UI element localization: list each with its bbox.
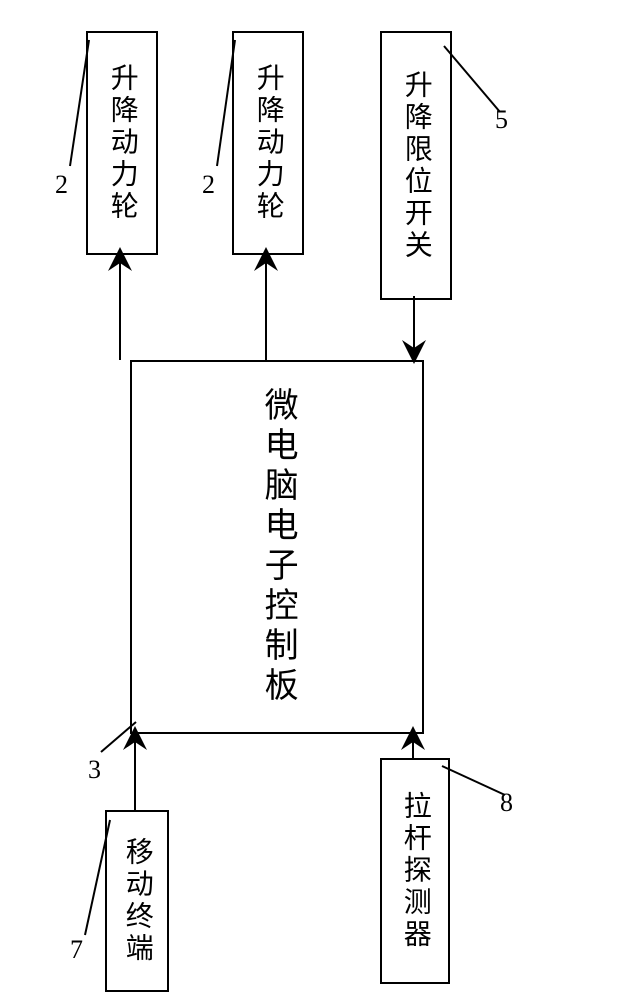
label-2b: 2 — [202, 170, 215, 200]
box-bottom-right: 拉杆探测器 — [380, 758, 450, 984]
label-5: 5 — [495, 105, 508, 135]
box-bottom-right-text: 拉杆探测器 — [398, 791, 432, 951]
label-7: 7 — [70, 935, 83, 965]
box-top-right: 升降限位开关 — [380, 31, 452, 300]
label-8: 8 — [500, 788, 513, 818]
box-center: 微电脑电子控制板 — [130, 360, 424, 734]
box-bottom-left-text: 移动终端 — [120, 837, 154, 965]
box-top-right-text: 升降限位开关 — [399, 70, 433, 262]
box-bottom-left: 移动终端 — [105, 810, 169, 992]
box-top-mid: 升降动力轮 — [232, 31, 304, 255]
box-top-mid-text: 升降动力轮 — [251, 63, 285, 223]
label-3: 3 — [88, 755, 101, 785]
label-2a: 2 — [55, 170, 68, 200]
box-top-left-text: 升降动力轮 — [105, 63, 139, 223]
box-center-text: 微电脑电子控制板 — [255, 387, 299, 707]
box-top-left: 升降动力轮 — [86, 31, 158, 255]
